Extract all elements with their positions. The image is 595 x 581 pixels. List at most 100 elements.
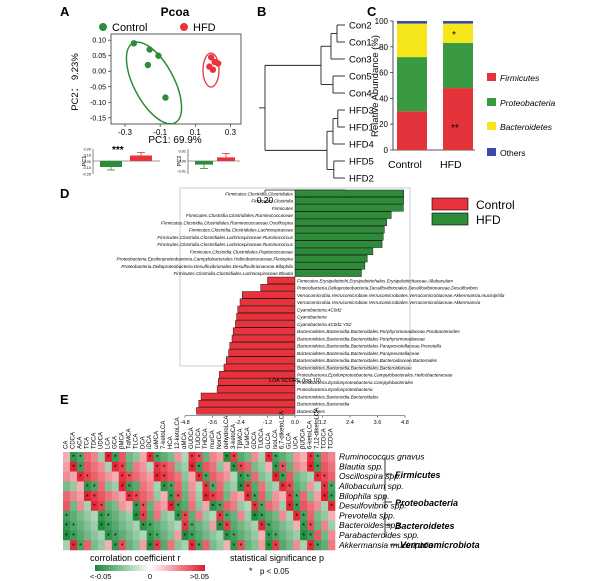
lda-bar-control — [218, 378, 296, 386]
heatmap-cell — [188, 471, 196, 482]
lda-axis: -4.8 -3.6 -2.4 -1.2 0.0 1.2 2.4 3.6 4.8 — [180, 415, 409, 426]
colorbar-mid: 0 — [148, 572, 152, 581]
heatmap-cell — [181, 452, 189, 463]
heatmap-cell — [188, 461, 196, 472]
heatmap-cell — [146, 501, 154, 512]
heatmap-sig-star: * — [114, 464, 117, 471]
heatmap-cell — [293, 491, 301, 502]
legend-firmicutes-swatch — [487, 73, 496, 81]
heatmap-cell — [139, 501, 147, 512]
heatmap-cell — [265, 510, 273, 521]
lda-bar-hfd — [294, 189, 405, 198]
heatmap-cell — [132, 520, 141, 531]
heatmap-cell — [300, 510, 308, 521]
control-point — [162, 94, 169, 101]
abundance-ylabel: Relative Abundance (%) — [370, 35, 381, 137]
heatmap-cell — [237, 510, 245, 521]
heatmap-cell — [63, 520, 71, 531]
heatmap-cell — [216, 491, 224, 502]
heatmap-sig-star: * — [128, 484, 131, 491]
heatmap-cell — [104, 481, 113, 492]
pc2-tick-label: 0.01 — [179, 150, 186, 154]
heatmap-sig-star: * — [72, 533, 75, 540]
heatmap-cell — [167, 481, 175, 492]
heatmap-cell — [244, 530, 252, 541]
heatmap-cell — [132, 471, 141, 482]
heatmap-cell — [146, 481, 154, 492]
heatmap-cell — [195, 491, 203, 502]
heatmap-col-label: βMCA — [119, 432, 125, 449]
heatmap-cell — [321, 491, 329, 502]
heatmap-cell — [97, 461, 106, 472]
lda-bar-control — [235, 320, 296, 328]
heatmap-cell — [307, 540, 315, 551]
heatmap-cell — [321, 461, 329, 472]
heatmap-cell — [181, 471, 189, 482]
abundance-ytick-label: 80 — [379, 43, 388, 52]
heatmap-cell — [328, 510, 336, 521]
control-pc2-bar — [195, 161, 213, 165]
heatmap-cell — [132, 452, 141, 463]
heatmap-cell — [314, 461, 322, 472]
heatmap-cell — [307, 501, 315, 512]
heatmap-sig-star: * — [288, 504, 291, 511]
control-ellipse — [125, 41, 183, 125]
heatmap-cell — [216, 452, 224, 463]
heatmap-cell — [300, 530, 308, 541]
heatmap-cell — [328, 501, 336, 512]
lda-taxon-label: Firmicutes.Clostridia.Clostridiales.Lach… — [189, 228, 294, 233]
heatmap-sig-star: * — [309, 543, 312, 550]
heatmap-cell — [237, 481, 245, 492]
heatmap-cell — [90, 540, 99, 551]
lda-xtick-label: -2.4 — [235, 420, 244, 426]
heatmap-sig-star: * — [107, 533, 110, 540]
heatmap-cell — [265, 461, 273, 472]
heatmap-sig-star: * — [86, 474, 89, 481]
heatmap-cell — [230, 491, 238, 502]
panel-b: B Con2 Con1 Con3 Con5 Con4 HFD3 HFD1 HFD4 HFD5 HF… — [257, 4, 374, 205]
heatmap-sig-star: * — [330, 504, 333, 511]
heatmap-cell — [321, 481, 329, 492]
heatmap-cell — [251, 520, 259, 531]
lda-taxon-label: Bacteroidetes.Bacteroidia — [297, 402, 350, 407]
heatmap-sig-star: * — [79, 543, 82, 550]
heatmap-cell — [265, 540, 273, 551]
heatmap-cell — [160, 520, 168, 531]
heatmap-cell — [146, 471, 154, 482]
lda-taxon-label: Bacteroidetes.Bacteroidia.Bacteroidales.… — [297, 336, 425, 341]
heatmap-cell — [83, 501, 92, 512]
heatmap-cell — [202, 491, 210, 502]
heatmap-cell — [125, 481, 134, 492]
pcoa-xtick-label: -0.3 — [118, 128, 132, 137]
heatmap-cell — [118, 530, 127, 541]
panel-label-a: A — [60, 4, 70, 19]
lda-bar-control — [216, 385, 296, 393]
heatmap-sig-star: * — [184, 523, 187, 530]
heatmap-cell — [181, 501, 189, 512]
lda-taxon-label: Firmicutes.Clostridia.Clostridiales.Pept… — [190, 249, 294, 254]
heatmap-cell — [265, 481, 273, 492]
heatmap-cell — [223, 491, 231, 502]
heatmap-col-label: 3-ketoCA — [231, 424, 237, 449]
heatmap-cell — [63, 501, 71, 512]
panel-label-c: C — [367, 4, 377, 19]
lda-taxon-label: Bacteroidetes.Bacteroidia.Bacteroidales.… — [297, 365, 412, 370]
hfd-point — [214, 60, 222, 67]
heatmap-col-label: TLCA — [133, 434, 139, 449]
lda-taxon-label: Firmicutes.Clostridia.Clostridiales.Rumi… — [161, 220, 293, 225]
abundance-legend: Firmicutes Proteobacteria Bacteroidetes … — [487, 73, 556, 158]
heatmap-cell — [223, 452, 231, 463]
heatmap-cell — [279, 501, 287, 512]
pc1-tick-label: -0.10 — [82, 166, 91, 170]
heatmap-cell — [202, 501, 210, 512]
heatmap-cell — [104, 461, 113, 472]
heatmap-sig-star: * — [205, 484, 208, 491]
heatmap-sig-star: * — [274, 543, 277, 550]
heatmap-cell — [307, 530, 315, 541]
heatmap-sig-star: * — [163, 484, 166, 491]
heatmap-cell — [188, 520, 196, 531]
heatmap-cell — [167, 530, 175, 541]
phylum-verrucomicrobiota: Verrucomicrobiota — [400, 540, 480, 550]
heatmap-cell — [272, 510, 280, 521]
heatmap-sig-star: * — [316, 474, 319, 481]
